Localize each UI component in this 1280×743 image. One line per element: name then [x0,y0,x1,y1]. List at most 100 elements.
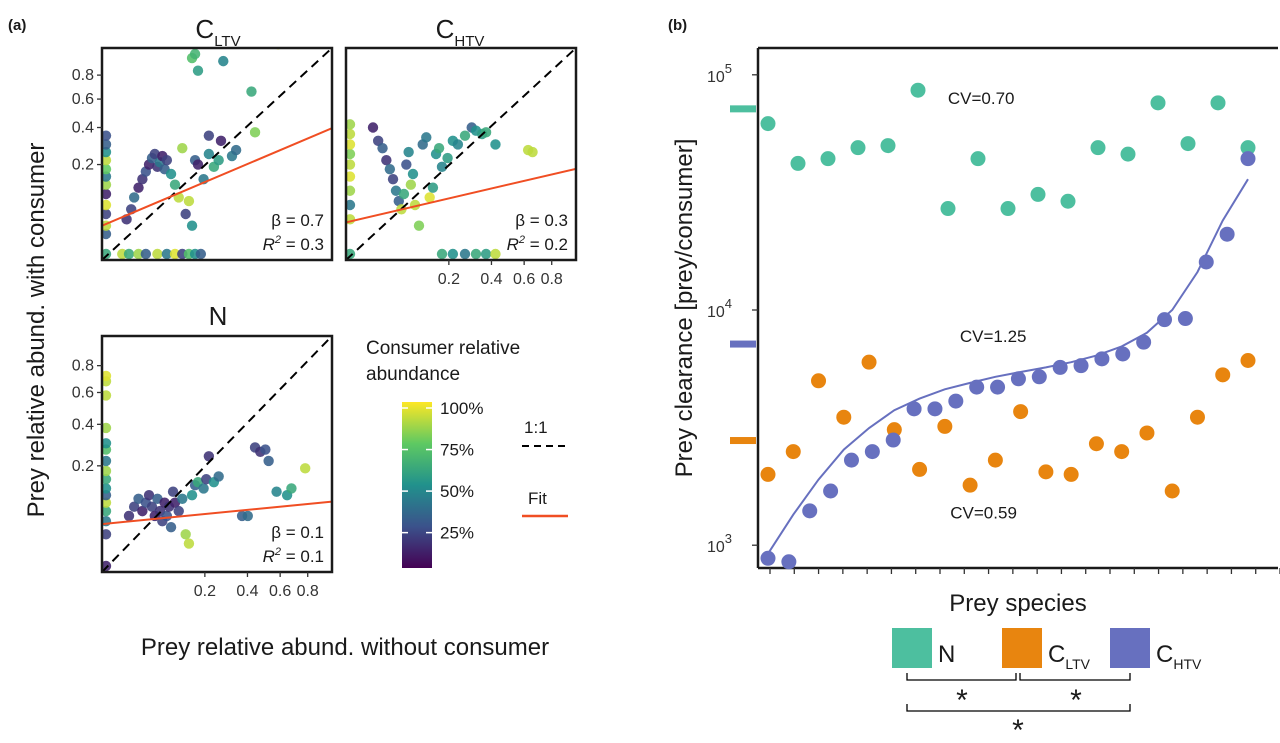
data-point [1120,146,1136,162]
plot-area [102,336,332,572]
axis-mean-marker [730,105,756,113]
scatter-n: 0.2 0.4 0.6 0.8 0.2 0.4 0.6 0.8 β = 0.1 R2 = 0.1 [72,334,334,600]
data-point [447,248,459,260]
data-point [286,483,297,494]
plot-frame [100,46,334,262]
data-point [128,192,140,203]
data-point [203,148,215,160]
data-point [1073,358,1089,374]
colorbar-title-line2: abundance [366,364,460,385]
data-point [367,122,379,133]
data-point [189,48,201,60]
data-point [820,151,836,167]
data-point [470,248,482,260]
data-point [442,152,453,164]
sig-n-ltv: * [956,684,968,717]
data-point [910,82,926,98]
beta-annotation: β = 0.7 [271,211,324,230]
data-point [167,486,179,497]
data-point [413,220,425,231]
x-tick-label: 0.2 [194,583,216,600]
data-point [459,248,471,260]
subplot-ltv-title: CLTV [195,14,240,50]
colorbar-title-line1: Consumer relative [366,338,520,359]
data-point [861,354,877,370]
colorbar-tick-label: 25% [440,524,474,543]
y-tick-label: 0.6 [72,91,94,108]
data-point [346,171,356,182]
data-point [384,163,396,175]
data-point [128,501,140,512]
data-point [1031,369,1047,385]
legend-label-main: C [1048,641,1065,668]
data-point [1038,464,1054,480]
plot-area [346,48,576,260]
x-tick-label: 0.2 [438,271,460,288]
data-point [346,199,356,211]
panel-a-label: (a) [8,17,26,34]
r2-value: = 0.3 [281,235,324,254]
data-point [102,228,112,240]
legend-label-sub: LTV [1065,656,1090,672]
data-point [140,248,152,260]
data-point [781,554,797,570]
data-point [346,139,356,150]
data-point [1030,186,1046,202]
data-point [161,154,173,166]
data-point [186,489,198,501]
data-point [912,461,928,477]
data-point [1139,425,1155,441]
y-tick-label: 105 [707,61,732,86]
legend-swatch [892,628,932,668]
group-legend: N CLTV CHTV [892,628,1202,672]
data-point [940,201,956,217]
r2-superscript: 2 [518,234,525,246]
data-point [102,146,112,158]
legend-swatch [1110,628,1150,668]
data-point [970,151,986,167]
data-point [405,179,417,190]
data-point [1090,140,1106,156]
bracket-n-ltv [906,673,1017,681]
data-point [962,477,978,493]
legend-label-sub: HTV [1173,656,1202,672]
data-point [1150,95,1166,111]
colorbar-tick-label: 50% [440,482,474,501]
data-point [1115,346,1131,362]
r2-symbol: R [263,235,275,254]
data-point [459,130,471,141]
data-point [102,188,112,200]
x-tick-label: 0.6 [513,271,535,288]
data-point [218,55,229,67]
x-tick-label: 0.6 [269,583,291,600]
tick-base: 10 [707,304,725,321]
data-point [213,471,224,482]
data-point [843,452,859,468]
y-tick-label: 0.8 [72,358,94,375]
data-point [436,161,448,173]
data-point [102,199,112,211]
data-point [785,444,801,460]
data-point [173,505,184,517]
data-point [927,401,943,417]
data-point [102,139,112,150]
data-point [102,438,112,449]
subplot-htv-title: CHTV [436,14,485,50]
data-point [123,248,135,260]
data-point [480,248,492,260]
data-point [1198,254,1214,270]
r2-symbol: R [507,235,519,254]
scatter-ltv: 0.2 0.4 0.6 0.8 β = 0.7 R2 = 0.3 [72,46,334,262]
data-point [180,208,191,220]
data-point [1088,436,1104,452]
data-point [1060,193,1076,209]
data-point [1215,367,1231,383]
data-point [452,139,464,150]
data-point [490,248,501,260]
data-point [880,138,896,154]
data-point [401,159,412,170]
data-point [169,179,181,190]
data-point [346,128,356,140]
data-point [102,370,112,382]
bracket-ltv-htv [1019,673,1131,681]
